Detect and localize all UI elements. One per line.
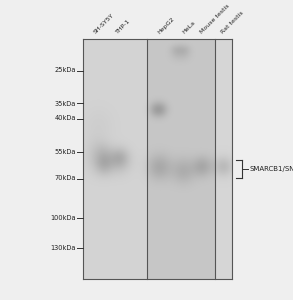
Text: 70kDa: 70kDa xyxy=(54,176,76,182)
Text: THP-1: THP-1 xyxy=(115,19,132,35)
Text: 25kDa: 25kDa xyxy=(54,68,76,74)
Text: HepG2: HepG2 xyxy=(157,16,176,35)
Text: 35kDa: 35kDa xyxy=(54,100,76,106)
Text: SH-SY5Y: SH-SY5Y xyxy=(93,13,115,35)
Text: HeLa: HeLa xyxy=(181,20,196,35)
Text: 55kDa: 55kDa xyxy=(54,148,76,154)
Text: 130kDa: 130kDa xyxy=(50,244,76,250)
Text: 100kDa: 100kDa xyxy=(50,214,76,220)
Text: SMARCB1/SNF5: SMARCB1/SNF5 xyxy=(250,167,293,172)
Text: 40kDa: 40kDa xyxy=(54,116,76,122)
Text: Rat testis: Rat testis xyxy=(220,11,244,35)
Text: Mouse testis: Mouse testis xyxy=(200,4,231,35)
